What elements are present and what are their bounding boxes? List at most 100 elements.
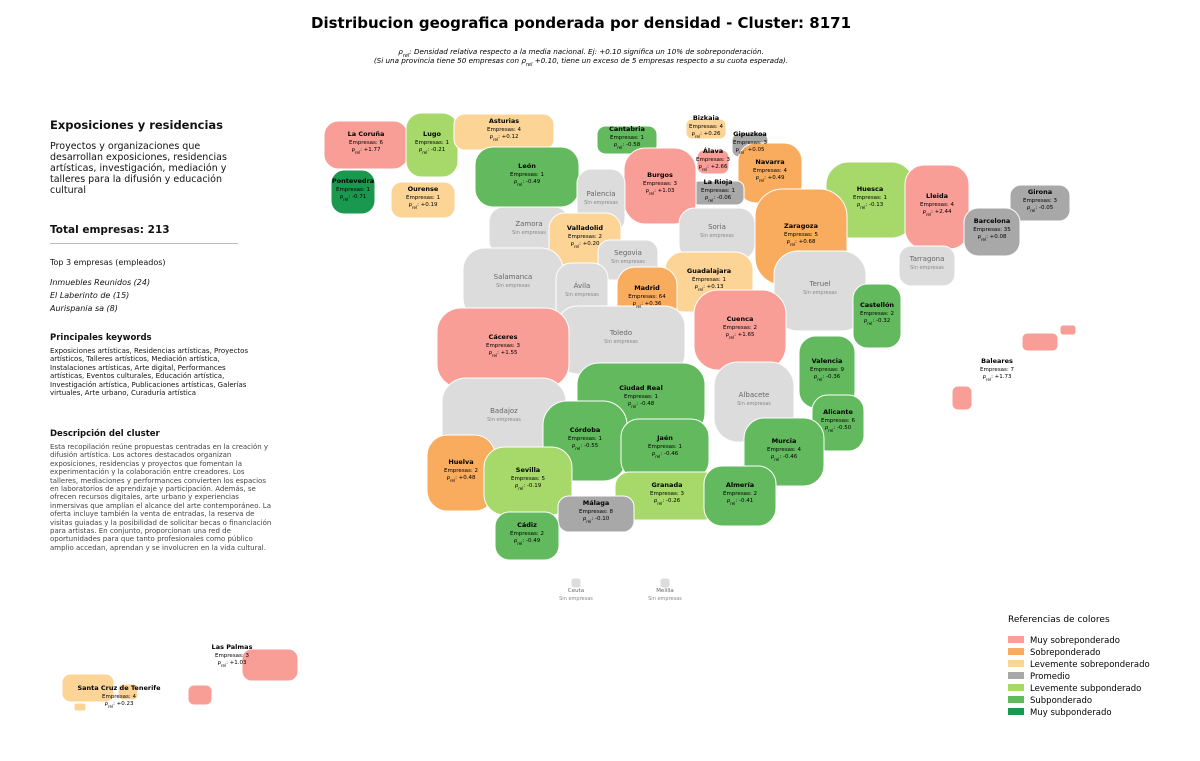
rho-symbol: ρ	[825, 425, 829, 431]
province-count: Empresas: 3	[650, 491, 685, 497]
province-shape	[852, 283, 902, 349]
province-rho: ρrel: +1.77	[351, 147, 381, 155]
rho-symbol: ρ	[488, 350, 492, 356]
rho-sub: rel	[518, 486, 523, 491]
province-shape	[951, 385, 973, 411]
subtitle-part: rel	[403, 53, 410, 59]
rho-value: : +0.19	[417, 202, 438, 208]
province-name: Toledo	[609, 329, 632, 337]
province-rho: ρrel: -0.32	[864, 318, 890, 326]
province-name: Tarragona	[909, 255, 945, 263]
rho-symbol: ρ	[727, 498, 731, 504]
rho-sub: rel	[221, 663, 226, 668]
province-rho: ρrel: +0.68	[786, 239, 816, 247]
province-rho: ρrel: +1.03	[217, 660, 247, 668]
rho-symbol: ρ	[977, 234, 981, 240]
province-count: Empresas: 1	[510, 172, 544, 178]
province-count: Empresas: 1	[853, 195, 887, 201]
province-shape	[61, 673, 115, 703]
legend-label: Levemente sobreponderado	[1030, 660, 1150, 670]
province-count: Empresas: 3	[1023, 198, 1058, 204]
province-rho: ρrel: +0.19	[408, 202, 438, 210]
top-item: Inmuebles Reunidos (24)	[50, 278, 151, 287]
province-count: Empresas: 1	[648, 444, 682, 450]
rho-symbol: ρ	[735, 147, 739, 153]
legend-label: Levemente subponderado	[1030, 684, 1141, 694]
province-rho: ρrel: -0.41	[727, 498, 753, 506]
rho-value: : +0.26	[700, 131, 721, 137]
rho-symbol: ρ	[982, 374, 986, 380]
rho-value: : +0.13	[703, 284, 724, 290]
province-count: Empresas: 2	[860, 311, 894, 317]
province-rho: ρrel: -0.05	[1027, 205, 1054, 213]
province-count: Empresas: 2	[723, 325, 757, 331]
rho-value: : +2.66	[707, 164, 728, 170]
province-rho: ρrel: -0.46	[771, 454, 798, 462]
province-count: Empresas: 3	[643, 181, 678, 187]
no-data: Sin empresas	[648, 596, 682, 602]
rho-symbol: ρ	[419, 147, 423, 153]
rho-value: : -0.46	[660, 451, 678, 457]
province-shape	[241, 648, 299, 682]
rho-sub: rel	[867, 321, 872, 326]
legend-swatch	[1008, 660, 1024, 667]
province-count: Empresas: 5	[784, 232, 819, 238]
rho-sub: rel	[422, 150, 427, 155]
province-name: Almería	[726, 481, 754, 489]
provinces	[61, 112, 1077, 712]
rho-sub: rel	[860, 205, 865, 210]
province-name: Sevilla	[516, 466, 540, 474]
rho-symbol: ρ	[614, 142, 618, 148]
province-name: Málaga	[583, 499, 610, 507]
title: Distribucion geografica ponderada por de…	[311, 14, 851, 32]
province-name: Álava	[703, 146, 723, 155]
rho-sub: rel	[981, 237, 986, 242]
rho-value: : +1.03	[226, 660, 247, 666]
no-data: Sin empresas	[565, 292, 599, 298]
province-shape	[1021, 332, 1059, 352]
province-rho: ρrel: +2.66	[698, 164, 728, 172]
province-rho: ρrel: -0.48	[628, 401, 655, 409]
legend-label: Subponderado	[1030, 696, 1092, 706]
no-data: Sin empresas	[604, 339, 638, 345]
rho-symbol: ρ	[489, 134, 493, 140]
rho-sub: rel	[759, 178, 764, 183]
province-name: Castellón	[860, 301, 894, 309]
province-name: La Coruña	[348, 130, 385, 138]
rho-value: : -0.48	[636, 401, 654, 407]
province-name: León	[518, 162, 536, 170]
province-count: Empresas: 1	[415, 140, 449, 146]
province-shape	[1059, 324, 1077, 336]
rho-value: : -0.50	[833, 425, 851, 431]
rho-symbol: ρ	[705, 195, 709, 201]
province-count: Empresas: 2	[510, 531, 544, 537]
rho-value: : +0.48	[455, 475, 476, 481]
province-count: Empresas: 1	[624, 394, 658, 400]
rho-sub: rel	[729, 335, 734, 340]
no-data: Sin empresas	[910, 265, 944, 271]
rho-value: : +0.12	[498, 134, 518, 140]
province-rho: ρrel: +1.55	[488, 350, 518, 358]
province-rho: ρrel: +0.23	[104, 701, 134, 709]
province-count: Empresas: 1	[406, 195, 440, 201]
rho-sub: rel	[108, 704, 113, 709]
province-rho: ρrel: -0.10	[583, 516, 610, 524]
province-name: Albacete	[739, 391, 770, 399]
rho-symbol: ρ	[652, 451, 656, 457]
province-count: Empresas: 1	[610, 135, 644, 141]
province-name: Cádiz	[517, 521, 537, 529]
rho-value: : -0.49	[522, 538, 540, 544]
province-name: Melilla	[656, 588, 674, 594]
rho-value: : -0.55	[580, 443, 598, 449]
province-count: Empresas: 2	[723, 491, 757, 497]
province-name: Burgos	[647, 171, 673, 179]
province-name: Ávila	[574, 281, 591, 290]
no-data: Sin empresas	[584, 200, 618, 206]
province-count: Empresas: 3	[733, 140, 768, 146]
province-name: Zaragoza	[784, 222, 818, 230]
province-name: Navarra	[755, 158, 784, 166]
province-rho: ρrel: -0.55	[572, 443, 599, 451]
rho-value: : -0.21	[427, 147, 445, 153]
rho-sub: rel	[574, 244, 579, 249]
